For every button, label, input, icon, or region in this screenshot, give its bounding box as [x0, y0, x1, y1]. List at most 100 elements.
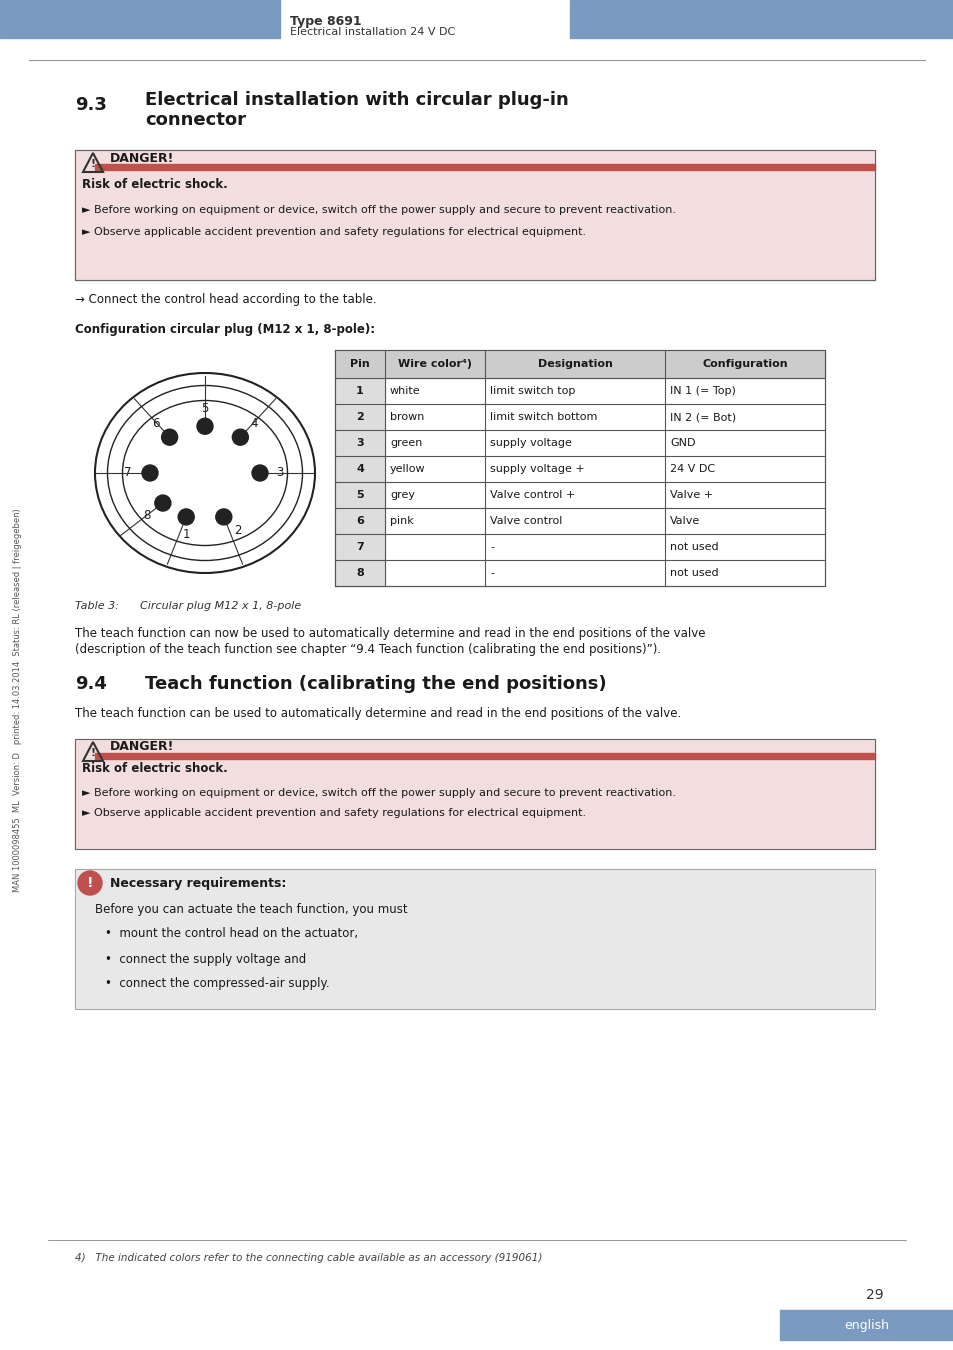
Bar [335, 378, 385, 404]
Text: 3: 3 [355, 437, 363, 448]
Text: Electrical installation 24 V DC: Electrical installation 24 V DC [290, 27, 455, 36]
Text: -: - [490, 541, 494, 552]
Bar [75, 150, 874, 279]
Text: Configuration: Configuration [701, 359, 787, 369]
Circle shape [252, 464, 268, 481]
Text: Electrical installation with circular plug-in: Electrical installation with circular pl… [145, 90, 568, 109]
Text: 24 V DC: 24 V DC [669, 464, 715, 474]
Text: 9.4: 9.4 [75, 675, 107, 693]
Text: -: - [490, 568, 494, 578]
Text: 6: 6 [355, 516, 363, 526]
Text: connector: connector [145, 111, 246, 130]
Text: Valve control +: Valve control + [490, 490, 575, 500]
Circle shape [178, 509, 194, 525]
Text: limit switch bottom: limit switch bottom [490, 412, 597, 423]
Text: english: english [843, 1319, 888, 1331]
Text: 29: 29 [865, 1288, 882, 1301]
Bar [641, 7, 646, 12]
Text: 2: 2 [355, 412, 363, 423]
Text: not used: not used [669, 541, 718, 552]
Text: 6: 6 [152, 417, 159, 429]
Text: supply voltage: supply voltage [490, 437, 571, 448]
Circle shape [161, 429, 177, 446]
Text: !: ! [91, 159, 95, 169]
Text: •  connect the supply voltage and: • connect the supply voltage and [105, 953, 306, 965]
Text: Configuration circular plug (M12 x 1, 8-pole):: Configuration circular plug (M12 x 1, 8-… [75, 324, 375, 336]
Bar [335, 560, 385, 586]
Text: Necessary requirements:: Necessary requirements: [110, 876, 286, 890]
Text: 1: 1 [355, 386, 363, 396]
Bar [75, 869, 874, 1008]
Bar [335, 482, 385, 508]
Bar [75, 738, 874, 849]
Text: MAN 1000098455  ML  Version: D   printed: 14.03.2014  Status: RL (released | fre: MAN 1000098455 ML Version: D printed: 14… [13, 508, 23, 892]
Text: 9.3: 9.3 [75, 96, 107, 113]
Text: ► Observe applicable accident prevention and safety regulations for electrical e: ► Observe applicable accident prevention… [82, 809, 585, 818]
Text: •  connect the compressed-air supply.: • connect the compressed-air supply. [105, 977, 330, 991]
Text: 4)   The indicated colors refer to the connecting cable available as an accessor: 4) The indicated colors refer to the con… [75, 1253, 542, 1264]
Text: •  mount the control head on the actuator,: • mount the control head on the actuator… [105, 927, 357, 941]
Text: Risk of electric shock.: Risk of electric shock. [82, 177, 228, 190]
Bar [335, 431, 385, 456]
Text: 8: 8 [355, 568, 363, 578]
Bar [780, 1310, 953, 1341]
Text: DANGER!: DANGER! [110, 741, 174, 753]
Bar [335, 508, 385, 535]
Text: Type 8691: Type 8691 [290, 15, 361, 28]
Text: 8: 8 [143, 509, 151, 521]
Circle shape [154, 495, 171, 512]
Text: IN 1 (= Top): IN 1 (= Top) [669, 386, 735, 396]
Bar [0, 0, 280, 38]
Text: Risk of electric shock.: Risk of electric shock. [82, 763, 228, 775]
Bar [618, 7, 622, 12]
Text: supply voltage +: supply voltage + [490, 464, 584, 474]
Text: IN 2 (= Bot): IN 2 (= Bot) [669, 412, 736, 423]
Text: Valve control: Valve control [490, 516, 561, 526]
Text: 1: 1 [182, 528, 190, 541]
Bar [75, 869, 874, 1008]
Bar [335, 535, 385, 560]
Bar [335, 350, 824, 586]
Bar [634, 7, 639, 12]
Text: pink: pink [390, 516, 414, 526]
Text: ► Before working on equipment or device, switch off the power supply and secure : ► Before working on equipment or device,… [82, 205, 676, 215]
Text: FLUID CONTROL SYSTEMS: FLUID CONTROL SYSTEMS [650, 27, 748, 36]
Text: grey: grey [390, 490, 415, 500]
Text: → Connect the control head according to the table.: → Connect the control head according to … [75, 293, 376, 306]
Text: !: ! [91, 748, 95, 757]
Text: Valve +: Valve + [669, 490, 713, 500]
Text: GND: GND [669, 437, 695, 448]
Text: Table 3:      Circular plug M12 x 1, 8-pole: Table 3: Circular plug M12 x 1, 8-pole [75, 601, 301, 612]
Text: 7: 7 [355, 541, 363, 552]
Bar [75, 150, 874, 279]
Text: 2: 2 [233, 524, 241, 537]
Text: bürkert: bürkert [659, 11, 740, 30]
Text: Before you can actuate the teach function, you must: Before you can actuate the teach functio… [95, 903, 407, 915]
Text: ► Before working on equipment or device, switch off the power supply and secure : ► Before working on equipment or device,… [82, 788, 676, 798]
Text: 4: 4 [251, 417, 258, 429]
Text: Pin: Pin [350, 359, 370, 369]
Bar [75, 738, 874, 849]
Text: brown: brown [390, 412, 424, 423]
Circle shape [196, 418, 213, 435]
Text: DANGER!: DANGER! [110, 151, 174, 165]
Text: The teach function can be used to automatically determine and read in the end po: The teach function can be used to automa… [75, 707, 680, 721]
Bar [335, 404, 385, 431]
Text: 7: 7 [124, 467, 132, 479]
Bar [75, 150, 874, 279]
Bar [569, 0, 953, 38]
Bar [95, 163, 874, 170]
Text: 4: 4 [355, 464, 363, 474]
Bar [335, 456, 385, 482]
Circle shape [142, 464, 158, 481]
Text: Valve: Valve [669, 516, 700, 526]
Text: white: white [390, 386, 420, 396]
Text: The teach function can now be used to automatically determine and read in the en: The teach function can now be used to au… [75, 628, 705, 640]
Bar [95, 753, 874, 759]
Text: limit switch top: limit switch top [490, 386, 575, 396]
Text: (description of the teach function see chapter “9.4 Teach function (calibrating : (description of the teach function see c… [75, 644, 660, 656]
Text: 5: 5 [355, 490, 363, 500]
Text: !: ! [87, 876, 93, 890]
Text: ► Observe applicable accident prevention and safety regulations for electrical e: ► Observe applicable accident prevention… [82, 227, 585, 238]
Text: Designation: Designation [537, 359, 612, 369]
